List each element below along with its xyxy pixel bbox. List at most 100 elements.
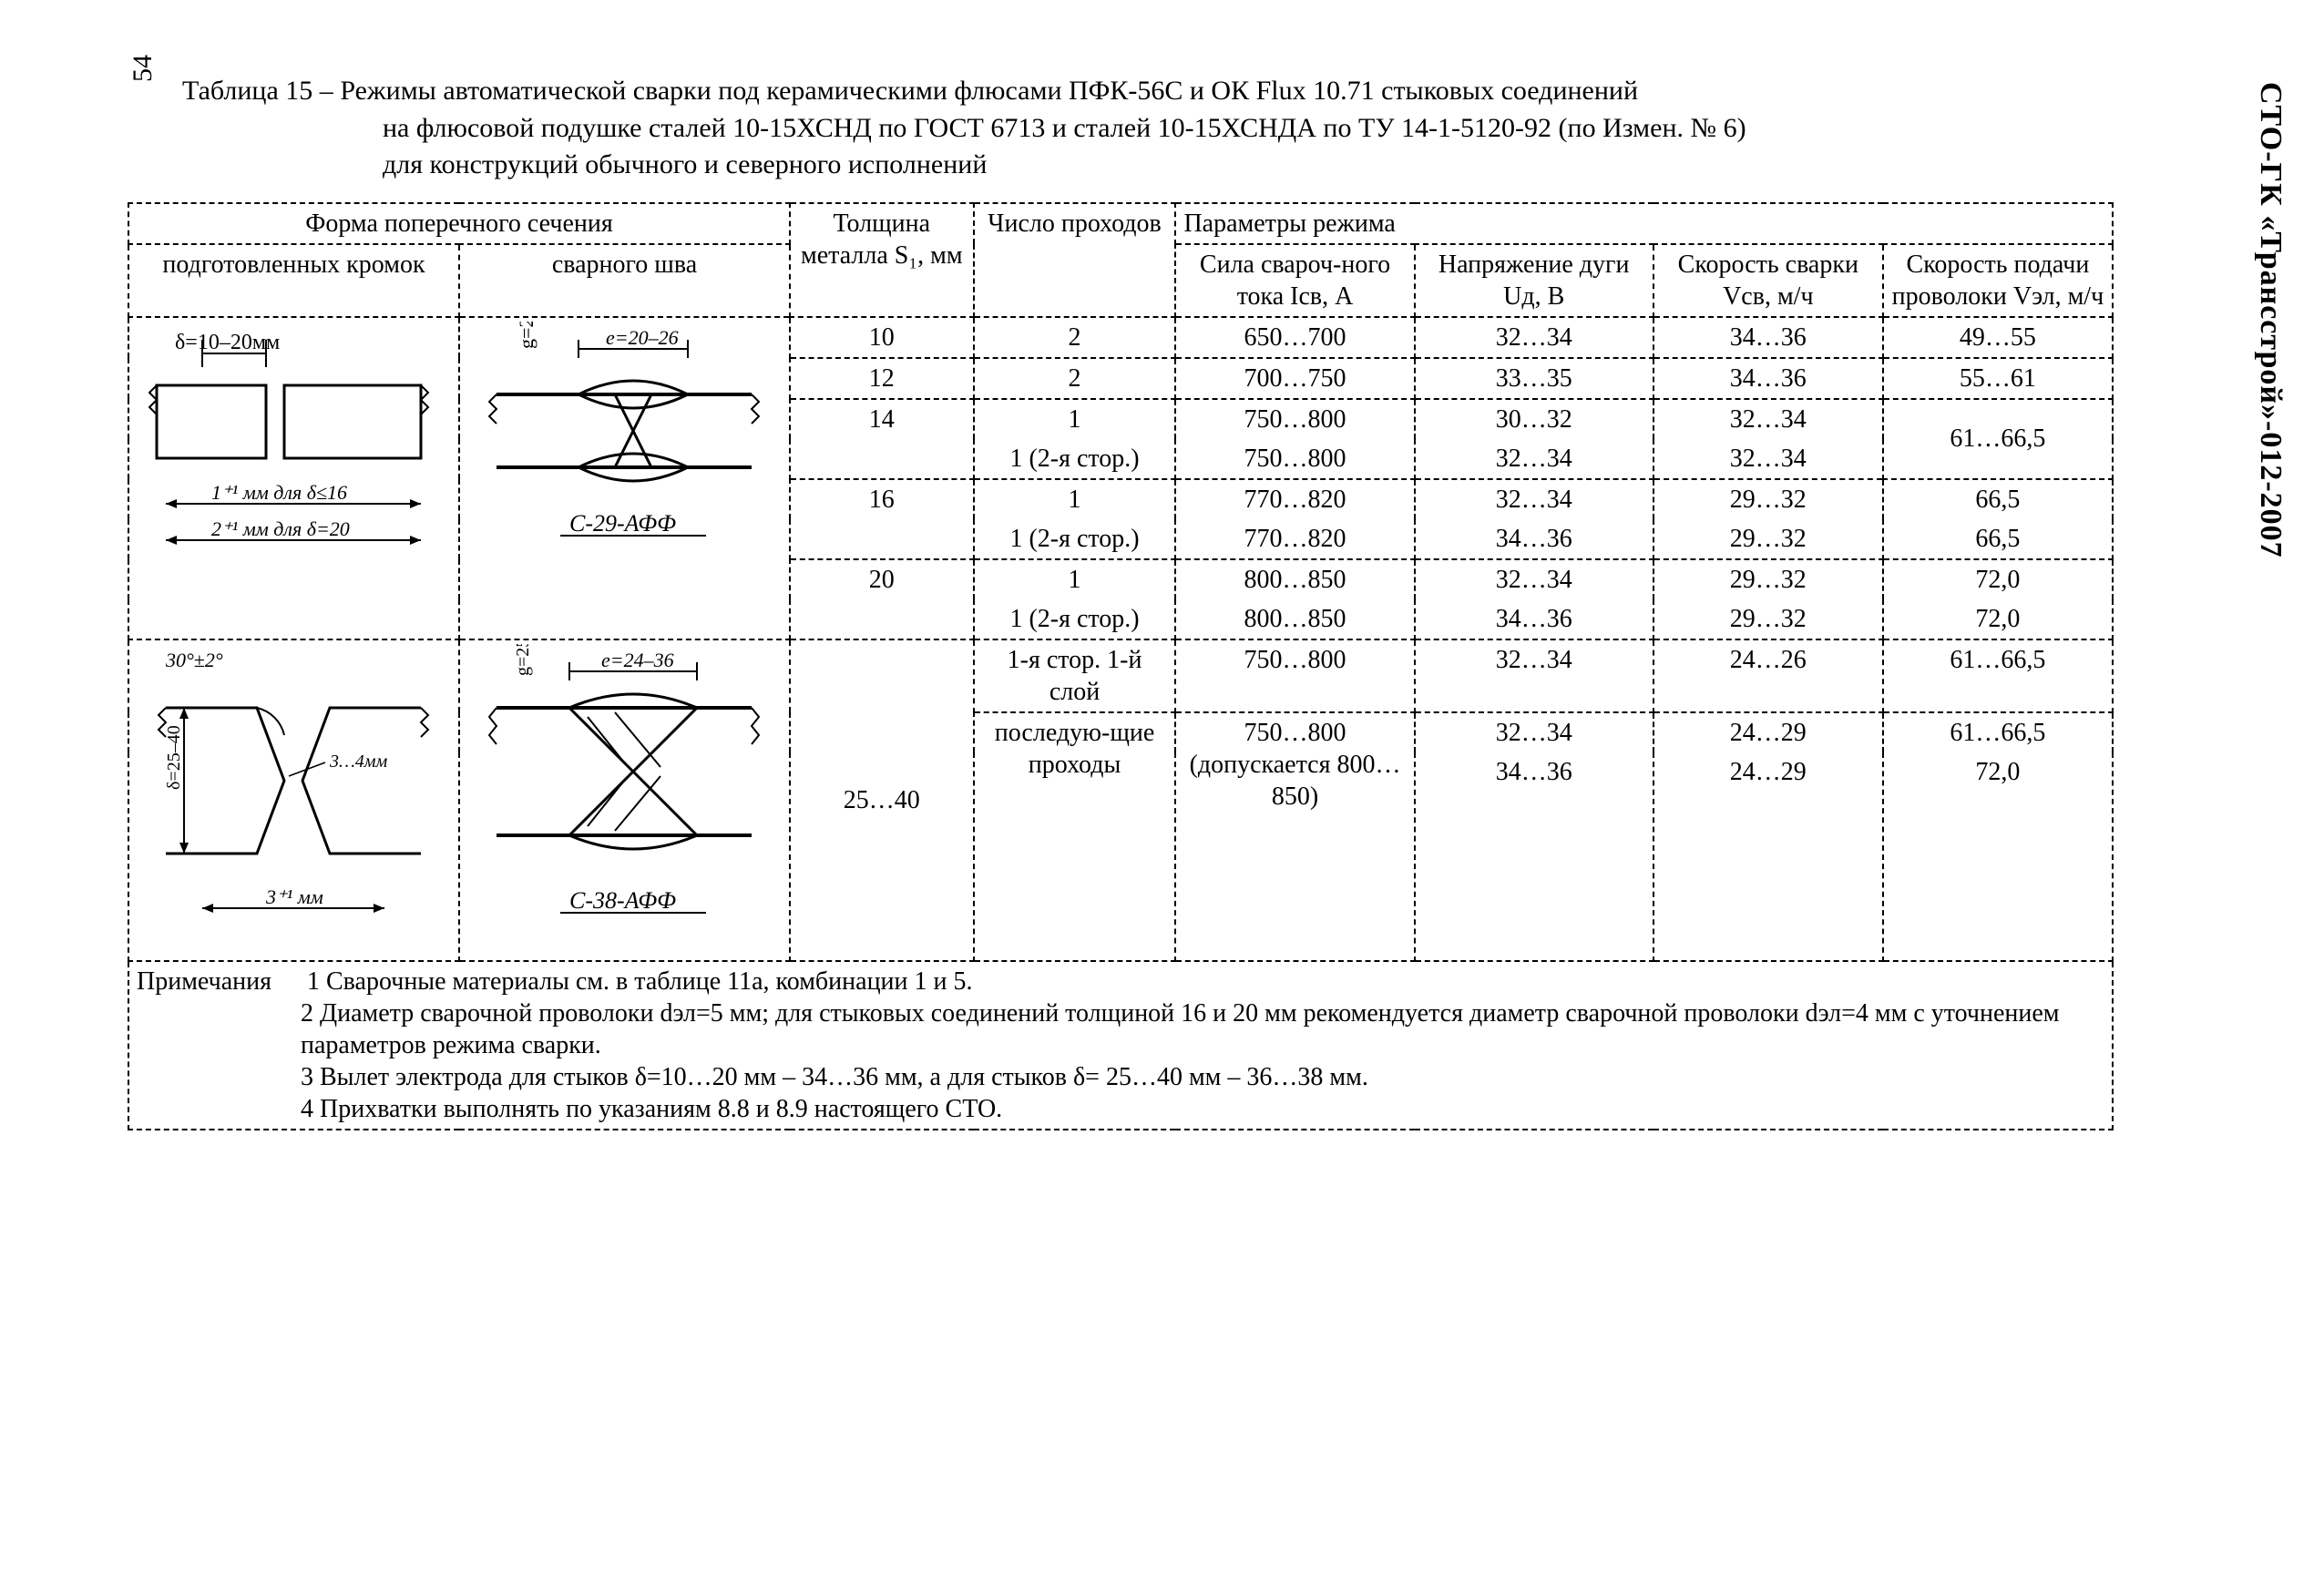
diagram-prepared-2: 30°±2° δ=25–40 3…4мм (128, 639, 459, 961)
cell-voltage: 32…34 (1415, 479, 1653, 519)
col-form-group: Форма поперечного сечения (128, 203, 790, 244)
cell-weld-speed: 29…32 (1653, 599, 1883, 639)
cell-current: 750…800 (1175, 399, 1414, 439)
cell-pass: 1-я стор. 1-й слой (974, 639, 1176, 712)
cell-voltage: 34…36 (1415, 752, 1653, 961)
cell-weld-speed: 24…26 (1653, 639, 1883, 712)
cell-weld-speed: 32…34 (1653, 399, 1883, 439)
note-3: 3 Вылет электрода для стыков δ=10…20 мм … (301, 1061, 2104, 1093)
cell-current: 700…750 (1175, 358, 1414, 399)
svg-text:δ=10–20мм: δ=10–20мм (175, 331, 280, 354)
cell-current: 800…850 (1175, 599, 1414, 639)
svg-text:2⁺¹ мм для δ=20: 2⁺¹ мм для δ=20 (211, 517, 350, 540)
svg-text:g=25: g=25 (515, 322, 537, 349)
cell-pass: 2 (974, 358, 1176, 399)
cell-wire-speed: 66,5 (1883, 479, 2113, 519)
cell-thickness: 14 (790, 399, 974, 479)
cell-pass: 1 (2-я стор.) (974, 599, 1176, 639)
col-weld-speed: Скорость сварки Vсв, м/ч (1653, 244, 1883, 317)
header-row-1: Форма поперечного сечения Толщина металл… (128, 203, 2113, 244)
cell-weld-speed: 29…32 (1653, 559, 1883, 599)
col-current: Сила свароч-ного тока Iсв, А (1175, 244, 1414, 317)
page-number: 54 (128, 55, 159, 82)
cell-weld-speed: 24…29 (1653, 712, 1883, 752)
document-code: СТО-ГК «Трансстрой»-012-2007 (2253, 82, 2288, 558)
cell-thickness: 25…40 (790, 639, 974, 961)
weld-svg-1: g=25 e=20–26 С-29-АФФ (478, 322, 770, 595)
cell-wire-speed: 72,0 (1883, 599, 2113, 639)
cell-current: 770…820 (1175, 479, 1414, 519)
cell-current: 800…850 (1175, 559, 1414, 599)
svg-text:30°±2°: 30°±2° (165, 649, 223, 671)
cell-wire-speed: 61…66,5 (1883, 639, 2113, 712)
svg-text:g=25: g=25 (513, 644, 533, 676)
note-1: 1 Сварочные материалы см. в таблице 11а,… (307, 967, 973, 996)
cell-wire-speed: 72,0 (1883, 752, 2113, 961)
cell-weld-speed: 34…36 (1653, 317, 1883, 358)
table-row: 30°±2° δ=25–40 3…4мм (128, 639, 2113, 712)
table-number: Таблица 15 – (182, 76, 340, 106)
caption-line-3: для конструкций обычного и северного исп… (383, 147, 2215, 184)
diagram-weld-1: g=25 e=20–26 С-29-АФФ (459, 317, 790, 639)
cell-wire-speed: 66,5 (1883, 519, 2113, 559)
svg-text:δ=25–40: δ=25–40 (164, 725, 184, 790)
svg-text:3…4мм: 3…4мм (329, 752, 388, 772)
svg-text:С-29-АФФ: С-29-АФФ (569, 510, 676, 537)
cell-voltage: 32…34 (1415, 317, 1653, 358)
joint-prep-svg-2: 30°±2° δ=25–40 3…4мм (148, 644, 439, 954)
cell-thickness: 20 (790, 559, 974, 639)
cell-current: 750…800 (1175, 639, 1414, 712)
cell-current: 650…700 (1175, 317, 1414, 358)
cell-thickness: 10 (790, 317, 974, 358)
cell-wire-speed: 61…66,5 (1883, 399, 2113, 479)
cell-wire-speed: 49…55 (1883, 317, 2113, 358)
table-caption: Таблица 15 – Режимы автоматической сварк… (182, 73, 2215, 184)
cell-thickness: 16 (790, 479, 974, 559)
cell-pass: 1 (974, 399, 1176, 439)
parameters-table: Форма поперечного сечения Толщина металл… (128, 202, 2114, 1130)
cell-thickness: 12 (790, 358, 974, 399)
notes-label: Примечания (137, 966, 301, 997)
diagram-prepared-1: δ=10–20мм 1⁺¹ (128, 317, 459, 639)
joint-prep-svg-1: δ=10–20мм 1⁺¹ (148, 322, 439, 595)
cell-voltage: 32…34 (1415, 559, 1653, 599)
cell-weld-speed: 29…32 (1653, 479, 1883, 519)
cell-pass: 2 (974, 317, 1176, 358)
cell-weld-speed: 29…32 (1653, 519, 1883, 559)
cell-voltage: 32…34 (1415, 439, 1653, 479)
cell-wire-speed: 55…61 (1883, 358, 2113, 399)
cell-weld-speed: 32…34 (1653, 439, 1883, 479)
col-thickness: Толщина металла S₁, мм (790, 203, 974, 317)
note-2: 2 Диаметр сварочной проволоки dэл=5 мм; … (301, 997, 2104, 1061)
svg-text:e=24–36: e=24–36 (601, 649, 674, 671)
cell-voltage: 32…34 (1415, 712, 1653, 752)
document-page: 54 СТО-ГК «Трансстрой»-012-2007 Таблица … (0, 0, 2324, 1575)
col-passes: Число проходов (974, 203, 1176, 317)
col-param-group: Параметры режима (1175, 203, 2113, 244)
note-4: 4 Прихватки выполнять по указаниям 8.8 и… (301, 1093, 2104, 1125)
caption-line-1: Режимы автоматической сварки под керамич… (340, 76, 1638, 106)
cell-weld-speed: 24…29 (1653, 752, 1883, 961)
cell-voltage: 34…36 (1415, 519, 1653, 559)
caption-line-2: на флюсовой подушке сталей 10-15ХСНД по … (383, 110, 2215, 148)
cell-weld-speed: 34…36 (1653, 358, 1883, 399)
cell-voltage: 34…36 (1415, 599, 1653, 639)
table-row: δ=10–20мм 1⁺¹ (128, 317, 2113, 358)
col-prepared: подготовленных кромок (128, 244, 459, 317)
cell-current: 750…800 (1175, 439, 1414, 479)
col-voltage: Напряжение дуги Uд, В (1415, 244, 1653, 317)
cell-wire-speed: 61…66,5 (1883, 712, 2113, 752)
cell-pass: 1 (974, 559, 1176, 599)
cell-pass: последую-щие проходы (974, 712, 1176, 961)
cell-voltage: 32…34 (1415, 639, 1653, 712)
cell-voltage: 30…32 (1415, 399, 1653, 439)
weld-svg-2: g=25 e=24–36 (478, 644, 770, 954)
col-weld: сварного шва (459, 244, 790, 317)
cell-current: 750…800 (допускается 800…850) (1175, 712, 1414, 961)
diagram-weld-2: g=25 e=24–36 (459, 639, 790, 961)
cell-pass: 1 (2-я стор.) (974, 439, 1176, 479)
svg-text:e=20–26: e=20–26 (606, 326, 679, 349)
svg-text:1⁺¹ мм для δ≤16: 1⁺¹ мм для δ≤16 (211, 481, 347, 504)
cell-voltage: 33…35 (1415, 358, 1653, 399)
notes-cell: Примечания 1 Сварочные материалы см. в т… (128, 961, 2113, 1130)
